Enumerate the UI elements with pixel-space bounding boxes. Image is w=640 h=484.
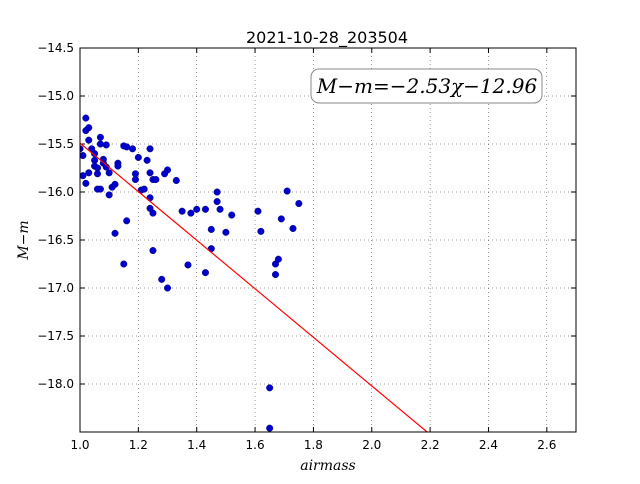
data-point [96,140,104,148]
data-point [105,169,113,177]
data-point [120,260,128,268]
data-point [143,156,151,164]
data-point [178,207,186,215]
data-point [111,180,119,188]
data-point [111,229,119,237]
data-point [222,228,230,236]
fit-annotation: M−m=−2.53χ−12.96 [310,68,543,104]
data-point [129,145,137,153]
x-tick-label: 1.4 [187,438,206,452]
data-point [105,191,113,199]
data-point [85,124,93,132]
data-point [213,198,221,206]
y-tick-label: −18.0 [37,377,74,391]
data-point [158,275,166,283]
data-point [94,170,102,178]
annotation-box [310,68,543,104]
data-point [146,169,154,177]
data-point [80,172,87,180]
data-point [216,205,224,213]
data-point [134,153,142,161]
data-point [149,247,157,255]
data-point [164,284,172,292]
fit-line [80,142,428,432]
data-point [114,162,122,170]
data-point [80,145,84,153]
x-axis-ticks: 1.0 1.2 1.4 1.6 1.8 2.0 2.2 2.4 2.6 [70,48,556,452]
x-axis-label: airmass [300,458,356,474]
y-tick-label: −17.0 [37,281,74,295]
data-point [283,187,291,195]
data-point [85,169,93,177]
y-axis-label: M−m [16,220,32,260]
x-tick-label: 1.6 [246,438,265,452]
data-point [172,176,180,184]
plot-area [80,114,428,432]
data-point [213,188,221,196]
x-tick-label: 1.2 [129,438,148,452]
y-tick-label: −16.0 [37,185,74,199]
x-tick-label: 2.4 [479,438,498,452]
data-point [257,227,265,235]
x-tick-label: 1.8 [304,438,323,452]
data-point [274,255,282,263]
y-tick-label: −16.5 [37,233,74,247]
data-point [271,271,279,279]
y-tick-label: −17.5 [37,329,74,343]
y-tick-label: −14.5 [37,41,74,55]
plot-frame [79,47,577,433]
data-point [85,136,93,144]
x-tick-label: 2.0 [362,438,381,452]
data-point [164,166,172,174]
data-point [123,143,131,151]
data-point [152,176,160,184]
x-tick-label: 2.6 [537,438,556,452]
data-point [82,179,90,187]
data-point [184,261,192,269]
fit-equation: M−m=−2.53χ−12.96 [316,74,538,98]
x-tick-label: 2.2 [421,438,440,452]
data-point [82,114,90,122]
data-point [295,200,303,208]
data-point [96,185,104,193]
data-point [266,424,274,432]
data-point [277,215,285,223]
x-tick-label: 1.0 [70,438,89,452]
data-point [102,141,110,149]
data-point [207,225,215,233]
data-point [254,207,262,215]
y-axis-ticks: −14.5 −15.0 −15.5 −16.0 −16.5 −17.0 −17.5 −18.0 [37,41,576,391]
data-point [131,176,139,184]
data-point [228,211,236,219]
data-point [193,205,201,213]
y-tick-label: −15.5 [37,137,74,151]
data-point [149,209,157,217]
y-tick-label: −15.0 [37,89,74,103]
grid-lines [80,48,576,432]
data-point [146,145,154,153]
data-point [289,224,297,232]
data-point [266,384,274,392]
data-point [201,269,209,277]
data-point [140,185,148,193]
data-point [96,133,104,141]
data-point [123,217,131,225]
data-point [201,205,209,213]
data-point [187,209,195,217]
data-point [80,152,87,160]
chart-title: 2021-10-28_203504 [246,28,408,48]
